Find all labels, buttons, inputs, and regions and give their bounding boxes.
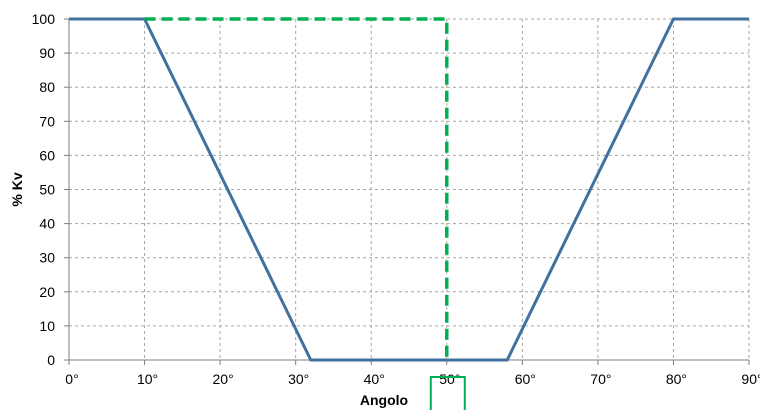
x-tick-labels: 0° 10° 20° 30° 40° 50° 60° 70° 80° 90°	[65, 371, 760, 387]
x-tick-label: 0°	[65, 371, 78, 387]
y-tick-label: 100	[32, 11, 56, 27]
y-tick-label: 40	[39, 216, 55, 232]
y-tick-label: 60	[39, 147, 55, 163]
axes	[64, 18, 750, 365]
series-line-1	[69, 17, 749, 362]
x-tick-label: 40°	[364, 371, 385, 387]
x-tick-label: 30°	[288, 371, 309, 387]
y-tick-label: 10	[39, 318, 55, 334]
x-tick-label: 80°	[666, 371, 687, 387]
highlight-box	[429, 376, 466, 410]
x-axis-title: Angolo	[360, 392, 408, 408]
x-tick-label: 70°	[590, 371, 611, 387]
y-tick-label: 80	[39, 79, 55, 95]
x-tick-label: 20°	[213, 371, 234, 387]
x-tick-label: 90°	[741, 371, 760, 387]
series-line-2	[144, 17, 449, 360]
y-tick-label: 30	[39, 250, 55, 266]
y-tick-label: 90	[39, 45, 55, 61]
x-tick-label: 60°	[515, 371, 536, 387]
grid	[69, 18, 750, 360]
x-tick-label: 50°	[439, 371, 460, 387]
y-tick-labels: 0 10 20 30 40 50 60 70 80 90 100	[32, 11, 56, 368]
y-tick-label: 0	[47, 352, 55, 368]
y-axis-title: % Kv	[9, 172, 25, 206]
y-tick-label: 70	[39, 113, 55, 129]
series-layer	[69, 17, 749, 362]
y-tick-label: 20	[39, 284, 55, 300]
x-tick-label: 10°	[137, 371, 158, 387]
y-tick-label: 50	[39, 182, 55, 198]
